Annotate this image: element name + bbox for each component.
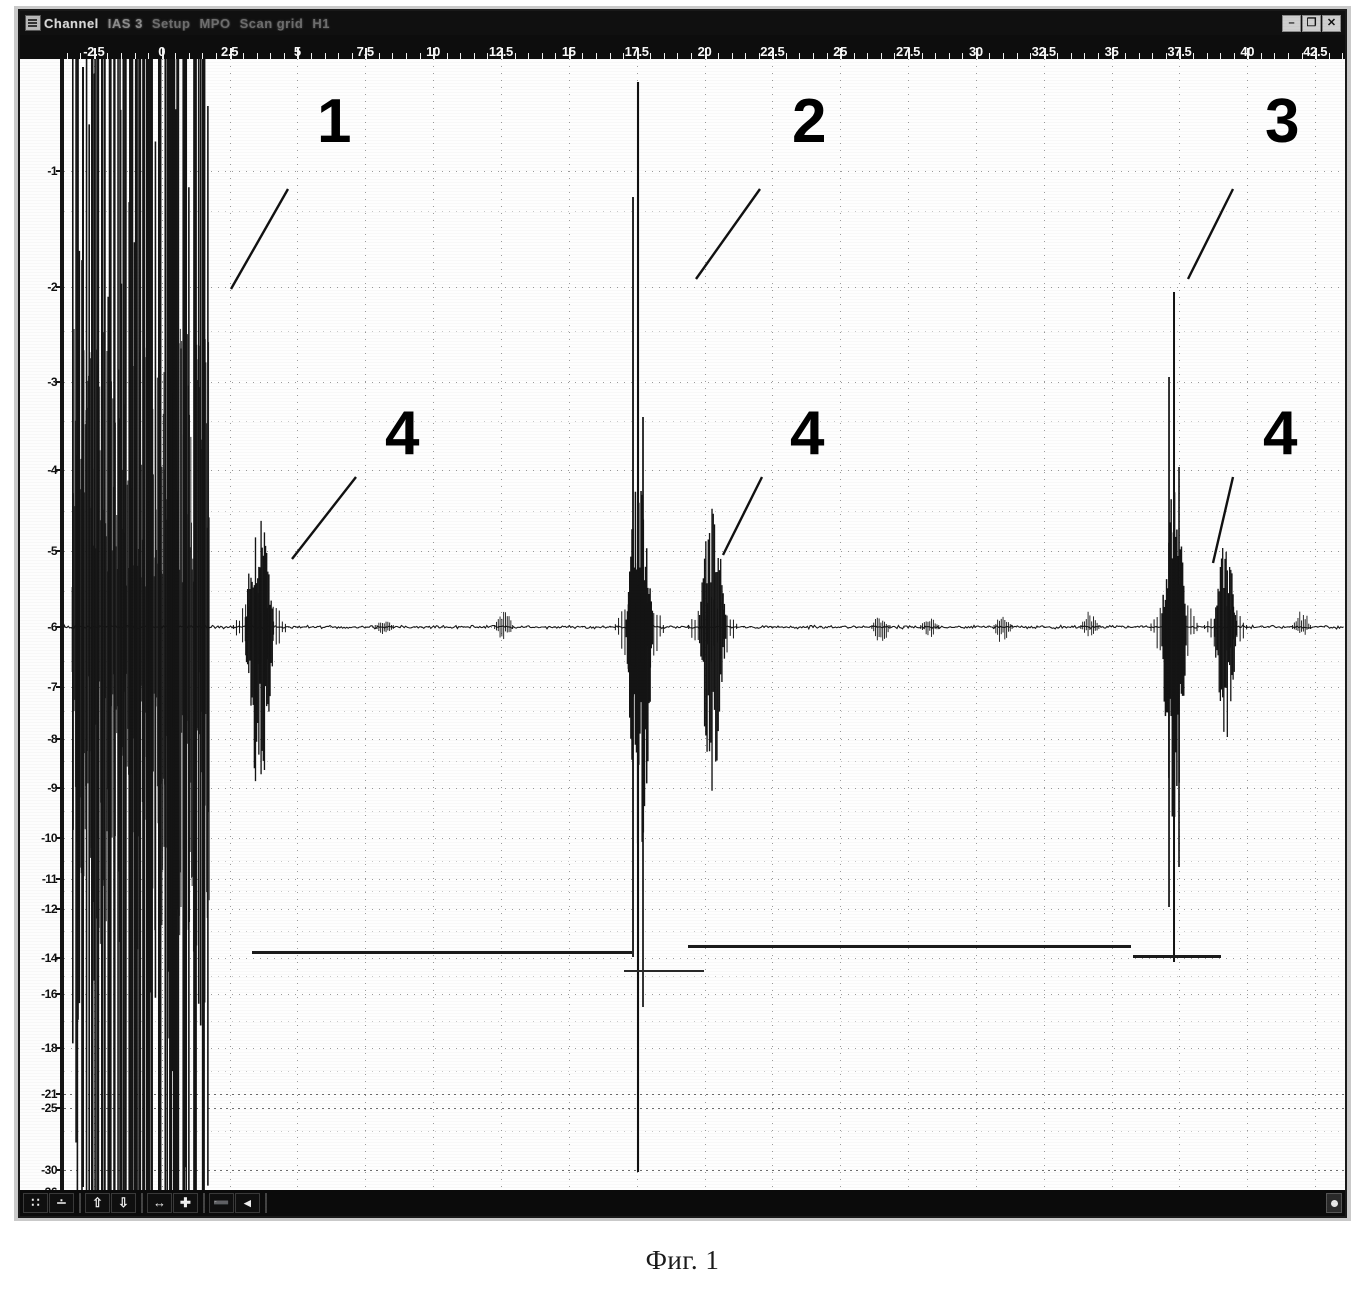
figure-caption: Фиг. 1 xyxy=(0,1245,1365,1276)
window-controls: – ❐ ✕ xyxy=(1282,15,1341,32)
toolbar-separator xyxy=(203,1193,205,1213)
callout-leader-line xyxy=(20,59,1345,1190)
x-axis-ruler[interactable]: -2.502.557.51012.51517.52022.52527.53032… xyxy=(20,35,1345,59)
grid-small-icon[interactable]: ∷ xyxy=(23,1193,48,1213)
title-segment-mpo: MPO xyxy=(199,16,230,31)
window-titlebar: Channel IAS 3 Setup MPO Scan grid H1 – ❐ ✕ xyxy=(20,11,1345,35)
toolbar-separator xyxy=(265,1193,267,1213)
title-segment-h1: H1 xyxy=(312,16,330,31)
toolbar-status-indicator[interactable] xyxy=(1326,1193,1342,1213)
title-segment-scangrid: Scan grid xyxy=(240,16,304,31)
close-button[interactable]: ✕ xyxy=(1322,15,1341,32)
zoom-out-icon[interactable]: ➖ xyxy=(209,1193,234,1213)
application-window: Channel IAS 3 Setup MPO Scan grid H1 – ❐ ✕ -2… xyxy=(18,9,1347,1218)
title-segment-setup: Setup xyxy=(152,16,191,31)
grid-large-icon[interactable]: ∸ xyxy=(49,1193,74,1213)
toolbar-separator xyxy=(141,1193,143,1213)
chart-plot-area[interactable]: 123444 -1-2-3-4-5-6-7-8-9-10-11-12-14-16… xyxy=(20,59,1345,1190)
title-segment-channel: Channel xyxy=(44,16,99,31)
maximize-button[interactable]: ❐ xyxy=(1302,15,1321,32)
step-down-icon[interactable]: ⇩ xyxy=(111,1193,136,1213)
window-title: Channel IAS 3 Setup MPO Scan grid H1 xyxy=(44,16,339,31)
zoom-in-icon[interactable]: ✚ xyxy=(173,1193,198,1213)
prev-icon[interactable]: ◂ xyxy=(235,1193,260,1213)
bottom-toolbar: ∷∸ ⇧⇩ ↔✚ ➖◂ xyxy=(20,1190,1345,1216)
step-up-icon[interactable]: ⇧ xyxy=(85,1193,110,1213)
minimize-button[interactable]: – xyxy=(1282,15,1301,32)
toolbar-separator xyxy=(79,1193,81,1213)
window-menu-icon[interactable] xyxy=(25,15,41,31)
pan-horizontal-icon[interactable]: ↔ xyxy=(147,1193,172,1213)
toolbar-button-group: ∷∸ ⇧⇩ ↔✚ ➖◂ xyxy=(23,1193,271,1213)
title-segment-ias: IAS 3 xyxy=(108,16,143,31)
